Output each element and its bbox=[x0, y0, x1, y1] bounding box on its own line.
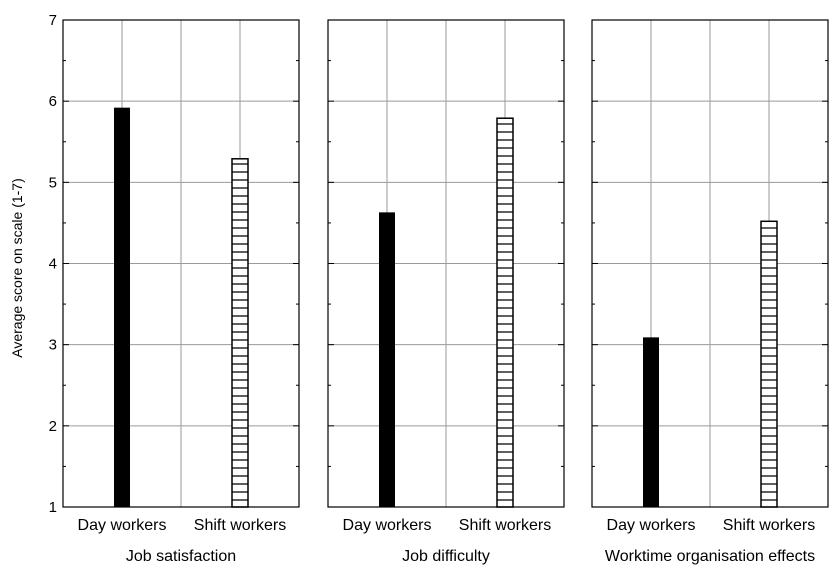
y-tick-label: 6 bbox=[49, 93, 57, 110]
y-tick-label: 5 bbox=[49, 174, 57, 191]
bar-day-workers bbox=[643, 337, 659, 507]
y-tick-label: 3 bbox=[49, 337, 57, 354]
bar-day-workers bbox=[114, 107, 130, 507]
x-category-label: Shift workers bbox=[723, 517, 815, 534]
bar-shift-workers bbox=[496, 117, 514, 508]
panel-title: Job satisfaction bbox=[126, 548, 236, 565]
x-category-label: Shift workers bbox=[194, 517, 286, 534]
panel-1: 1 2 3 4 5 6 7 Day workers Shift workers Job satis… bbox=[49, 12, 300, 565]
bar-shift-workers bbox=[760, 220, 778, 508]
y-tick-label: 1 bbox=[49, 499, 57, 516]
y-axis-label: Average score on scale (1-7) bbox=[9, 178, 25, 358]
y-tick-label: 4 bbox=[49, 256, 57, 273]
panel-2: Day workers Shift workers Job difficulty bbox=[327, 19, 565, 565]
x-category-label: Day workers bbox=[343, 517, 432, 534]
panel-3: Day workers Shift workers Worktime organis… bbox=[591, 19, 829, 565]
panel-title: Job difficulty bbox=[402, 548, 490, 565]
panel-frame bbox=[591, 19, 829, 508]
y-tick-label: 2 bbox=[49, 418, 57, 435]
x-category-label: Shift workers bbox=[459, 517, 551, 534]
x-category-label: Day workers bbox=[607, 517, 696, 534]
x-category-label: Day workers bbox=[78, 517, 167, 534]
panel-title: Worktime organisation effects bbox=[605, 548, 815, 565]
panel-frame bbox=[327, 19, 565, 508]
y-tick-label: 7 bbox=[49, 12, 57, 29]
bar-day-workers bbox=[379, 212, 395, 508]
panel-frame bbox=[62, 19, 300, 508]
bar-shift-workers bbox=[231, 158, 249, 508]
